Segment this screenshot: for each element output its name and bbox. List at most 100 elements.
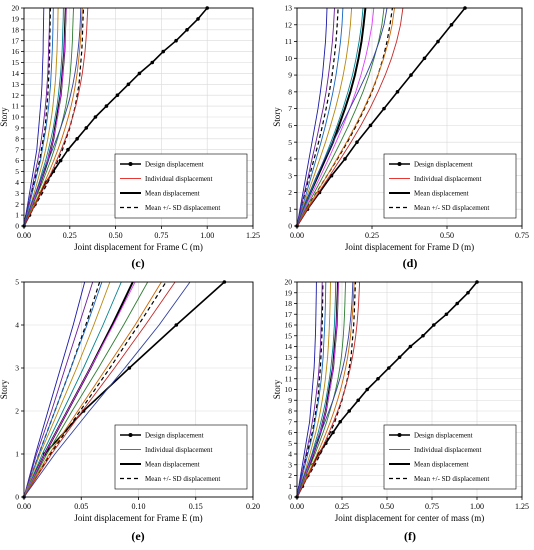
design-point-marker bbox=[196, 17, 200, 21]
x-tick-label: 0.00 bbox=[17, 231, 31, 240]
series-mean-sd-displacement bbox=[296, 281, 357, 498]
y-tick-label: 17 bbox=[12, 36, 20, 45]
x-axis-label: Joint displacement for center of mass (m… bbox=[335, 513, 484, 523]
y-tick-label: 5 bbox=[15, 167, 19, 176]
chart-panel-3: 0.00 0.05 0.10 0.15 0.20 0 1 2 3 4 5 Joint displace… bbox=[0, 278, 260, 543]
x-tick-label: 1.25 bbox=[246, 231, 260, 240]
design-point-marker bbox=[174, 38, 178, 43]
y-tick-label: 18 bbox=[285, 299, 293, 308]
x-tick-label: 0.00 bbox=[17, 502, 31, 511]
y-tick-label: 20 bbox=[12, 4, 20, 13]
series-individual-displacement bbox=[23, 281, 136, 498]
y-tick-label: 3 bbox=[288, 171, 292, 180]
design-point-marker bbox=[365, 387, 370, 392]
design-point-marker bbox=[185, 28, 189, 32]
y-tick-label: 8 bbox=[15, 134, 19, 143]
design-point-marker bbox=[466, 290, 470, 295]
y-tick-label: 4 bbox=[288, 155, 292, 164]
x-tick-label: 0.00 bbox=[290, 502, 304, 511]
panel-label: (c) bbox=[131, 256, 144, 270]
design-point-marker bbox=[387, 366, 391, 370]
x-tick-label: 0.75 bbox=[515, 231, 529, 240]
legend: Design displacement Individual displaceme… bbox=[383, 424, 517, 490]
series-individual-displacement bbox=[23, 281, 149, 498]
design-point-marker bbox=[127, 366, 132, 370]
y-tick-label: 2 bbox=[15, 407, 19, 416]
x-tick-label: 0.50 bbox=[440, 231, 454, 240]
design-point-marker bbox=[58, 158, 63, 163]
y-tick-label: 11 bbox=[285, 374, 292, 383]
x-axis-label: Joint displacement for Frame C (m) bbox=[74, 242, 203, 252]
design-point-marker bbox=[376, 376, 380, 381]
series-individual-displacement bbox=[296, 281, 347, 498]
legend-individual-label: Individual displacement bbox=[145, 175, 213, 183]
design-point-marker bbox=[432, 323, 436, 327]
legend-sd-label: Mean +/- SD displacement bbox=[145, 204, 220, 212]
series-individual-displacement bbox=[296, 281, 331, 498]
design-point-marker bbox=[343, 157, 347, 161]
legend-mean-label: Mean displacement bbox=[145, 461, 200, 469]
series-individual-displacement bbox=[296, 281, 355, 498]
legend-mean-label: Mean displacement bbox=[414, 190, 469, 198]
series-individual-displacement bbox=[296, 281, 317, 498]
y-tick-label: 6 bbox=[288, 121, 292, 130]
y-tick-label: 1 bbox=[288, 482, 292, 491]
series-individual-displacement bbox=[296, 281, 327, 498]
legend-design-label: Design displacement bbox=[145, 161, 204, 169]
y-tick-label: 19 bbox=[285, 288, 293, 297]
design-point-marker bbox=[449, 22, 454, 27]
design-point-marker bbox=[317, 190, 322, 195]
series-individual-displacement bbox=[296, 7, 353, 227]
y-tick-label: 18 bbox=[12, 25, 20, 34]
series-individual-displacement bbox=[296, 7, 364, 227]
x-tick-label: 0.50 bbox=[380, 502, 394, 511]
y-tick-label: 1 bbox=[15, 450, 19, 459]
y-tick-label: 13 bbox=[285, 4, 293, 13]
series-individual-displacement bbox=[296, 281, 354, 498]
series-individual-displacement bbox=[296, 281, 361, 498]
y-tick-label: 10 bbox=[285, 385, 293, 394]
series-individual-displacement bbox=[296, 7, 328, 227]
design-point-marker bbox=[104, 104, 109, 108]
y-tick-label: 5 bbox=[288, 138, 292, 147]
series-individual-displacement bbox=[23, 7, 54, 227]
legend-design-label: Design displacement bbox=[145, 432, 204, 440]
x-tick-label: 0.00 bbox=[290, 231, 304, 240]
chart-panel-2: 0.00 0.25 0.50 0.75012345678910111213Joint … bbox=[272, 4, 529, 270]
y-tick-label: 3 bbox=[15, 189, 19, 198]
design-point-marker bbox=[455, 301, 460, 306]
series-individual-displacement bbox=[296, 7, 335, 227]
legend-mean-label: Mean displacement bbox=[145, 190, 200, 198]
x-tick-label: 0.50 bbox=[109, 231, 123, 240]
design-point-marker bbox=[161, 49, 166, 54]
design-point-marker bbox=[422, 56, 427, 61]
series-mean-sd-displacement bbox=[296, 7, 339, 227]
series-individual-displacement bbox=[296, 7, 344, 227]
series-individual-displacement bbox=[296, 281, 339, 498]
series-individual-displacement bbox=[23, 281, 191, 498]
series-mean-sd-displacement bbox=[23, 281, 167, 498]
design-point-marker bbox=[347, 409, 352, 413]
series-mean-sd-displacement bbox=[296, 281, 324, 498]
design-point-marker bbox=[126, 82, 131, 87]
series-individual-displacement bbox=[296, 7, 404, 227]
legend-design-marker bbox=[397, 162, 402, 166]
y-axis-label: Story bbox=[0, 379, 9, 399]
design-point-marker bbox=[115, 93, 120, 97]
y-tick-label: 9 bbox=[15, 124, 19, 133]
design-point-marker bbox=[409, 73, 413, 77]
y-tick-label: 3 bbox=[288, 460, 292, 469]
y-tick-label: 9 bbox=[288, 71, 292, 80]
y-tick-label: 12 bbox=[285, 364, 293, 373]
design-point-marker bbox=[436, 39, 440, 44]
y-tick-label: 4 bbox=[288, 450, 292, 459]
y-tick-label: 19 bbox=[12, 15, 20, 24]
y-tick-label: 16 bbox=[285, 321, 293, 330]
series-individual-displacement bbox=[296, 7, 388, 227]
series-individual-displacement bbox=[23, 7, 51, 227]
x-tick-label: 0.75 bbox=[154, 231, 168, 240]
series-individual-displacement bbox=[23, 281, 111, 498]
y-tick-label: 12 bbox=[12, 91, 20, 100]
design-point-marker bbox=[66, 147, 70, 152]
series-individual-displacement bbox=[23, 7, 89, 227]
